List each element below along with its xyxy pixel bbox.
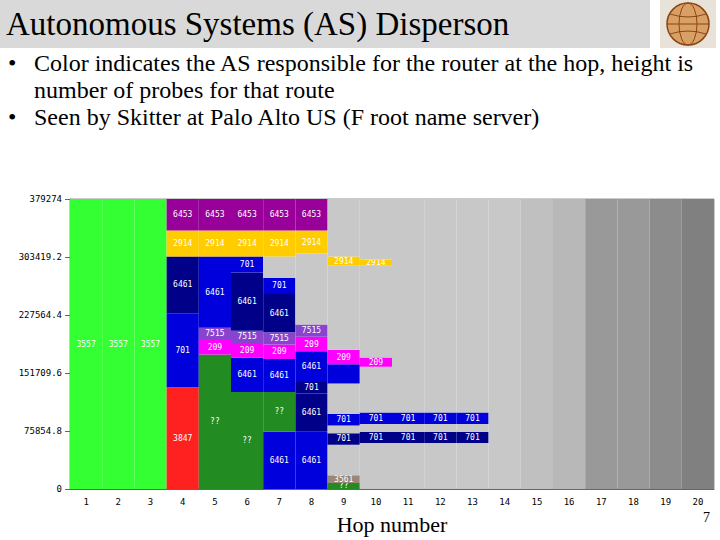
svg-text:3557: 3557 [141, 340, 160, 349]
svg-text:15: 15 [531, 497, 542, 507]
svg-text:20: 20 [692, 497, 703, 507]
svg-text:2914: 2914 [366, 258, 386, 268]
svg-text:6453: 6453 [237, 210, 256, 219]
svg-text:??: ?? [274, 407, 284, 416]
svg-text:6461: 6461 [270, 371, 289, 380]
svg-text:1: 1 [83, 497, 88, 507]
svg-text:6453: 6453 [173, 210, 192, 219]
svg-text:7515: 7515 [205, 329, 224, 338]
svg-text:6461: 6461 [173, 280, 192, 289]
svg-text:3557: 3557 [109, 340, 128, 349]
svg-text:7515: 7515 [302, 326, 321, 335]
svg-text:18: 18 [628, 497, 639, 507]
svg-text:209: 209 [336, 353, 351, 362]
svg-text:701: 701 [401, 433, 416, 442]
svg-text:6461: 6461 [270, 309, 289, 318]
svg-text:6461: 6461 [237, 297, 256, 306]
html-text:7: 7 [703, 510, 710, 525]
svg-text:2914: 2914 [237, 239, 256, 248]
svg-text:75854.8: 75854.8 [24, 426, 62, 436]
svg-text:12: 12 [435, 497, 446, 507]
svg-text:2914: 2914 [205, 239, 224, 248]
svg-text:701: 701 [401, 414, 416, 423]
svg-text:209: 209 [369, 358, 384, 367]
svg-text:Hop number: Hop number [337, 512, 448, 537]
svg-text:9: 9 [341, 497, 346, 507]
svg-text:701: 701 [369, 414, 384, 423]
svg-text:151709.6: 151709.6 [19, 368, 62, 378]
svg-text:209: 209 [304, 340, 319, 349]
svg-text:6461: 6461 [237, 370, 256, 379]
svg-text:13: 13 [467, 497, 478, 507]
svg-text:11: 11 [403, 497, 414, 507]
svg-text:2914: 2914 [270, 239, 289, 248]
svg-text:303419.2: 303419.2 [19, 252, 62, 262]
svg-text:3561: 3561 [334, 475, 353, 484]
svg-text:209: 209 [208, 343, 223, 352]
svg-text:5: 5 [212, 497, 217, 507]
svg-text:6453: 6453 [270, 210, 289, 219]
svg-text:4: 4 [180, 497, 185, 507]
svg-text:16: 16 [564, 497, 575, 507]
svg-text:6461: 6461 [302, 456, 321, 465]
svg-text:14: 14 [499, 497, 510, 507]
svg-text:6461: 6461 [302, 408, 321, 417]
svg-text:701: 701 [336, 415, 351, 424]
svg-text:2914: 2914 [334, 257, 353, 266]
svg-text:6461: 6461 [270, 456, 289, 465]
svg-text:209: 209 [240, 346, 255, 355]
svg-text:701: 701 [433, 414, 448, 423]
svg-text:10: 10 [370, 497, 381, 507]
svg-text:7515: 7515 [270, 334, 289, 343]
svg-text:2: 2 [116, 497, 121, 507]
svg-text:379274: 379274 [29, 194, 62, 204]
svg-text:227564.4: 227564.4 [19, 310, 62, 320]
svg-text:3847: 3847 [173, 434, 192, 443]
svg-text:701: 701 [304, 383, 319, 392]
svg-text:209: 209 [272, 347, 287, 356]
svg-text:701: 701 [465, 433, 480, 442]
html-text:Color indicates the AS respons: Color indicates the AS responsible for t… [34, 50, 694, 103]
svg-text:??: ?? [242, 436, 252, 445]
svg-text:6453: 6453 [302, 210, 321, 219]
svg-text:701: 701 [433, 433, 448, 442]
svg-text:701: 701 [272, 281, 287, 290]
svg-text:8: 8 [309, 497, 314, 507]
svg-text:2914: 2914 [302, 238, 321, 247]
svg-text:701: 701 [465, 414, 480, 423]
svg-text:3: 3 [148, 497, 153, 507]
svg-text:7: 7 [277, 497, 282, 507]
svg-text:701: 701 [336, 434, 351, 443]
svg-text:7515: 7515 [237, 332, 256, 341]
html-text:Seen by Skitter at Palo Alto U: Seen by Skitter at Palo Alto US (F root … [34, 104, 540, 130]
svg-text:701: 701 [369, 433, 384, 442]
svg-text:6453: 6453 [205, 210, 224, 219]
svg-text:0: 0 [57, 484, 62, 494]
svg-text:701: 701 [175, 346, 190, 355]
svg-text:3557: 3557 [76, 340, 95, 349]
svg-text:19: 19 [660, 497, 671, 507]
svg-text:701: 701 [240, 260, 255, 269]
svg-text:6461: 6461 [205, 288, 224, 297]
svg-text:6461: 6461 [302, 362, 321, 371]
svg-text:17: 17 [596, 497, 607, 507]
svg-text:2914: 2914 [173, 239, 192, 248]
svg-text:6: 6 [244, 497, 249, 507]
svg-text:??: ?? [210, 417, 220, 426]
html-text:Autonomous Systems (AS) Disper: Autonomous Systems (AS) Disperson [6, 6, 510, 42]
